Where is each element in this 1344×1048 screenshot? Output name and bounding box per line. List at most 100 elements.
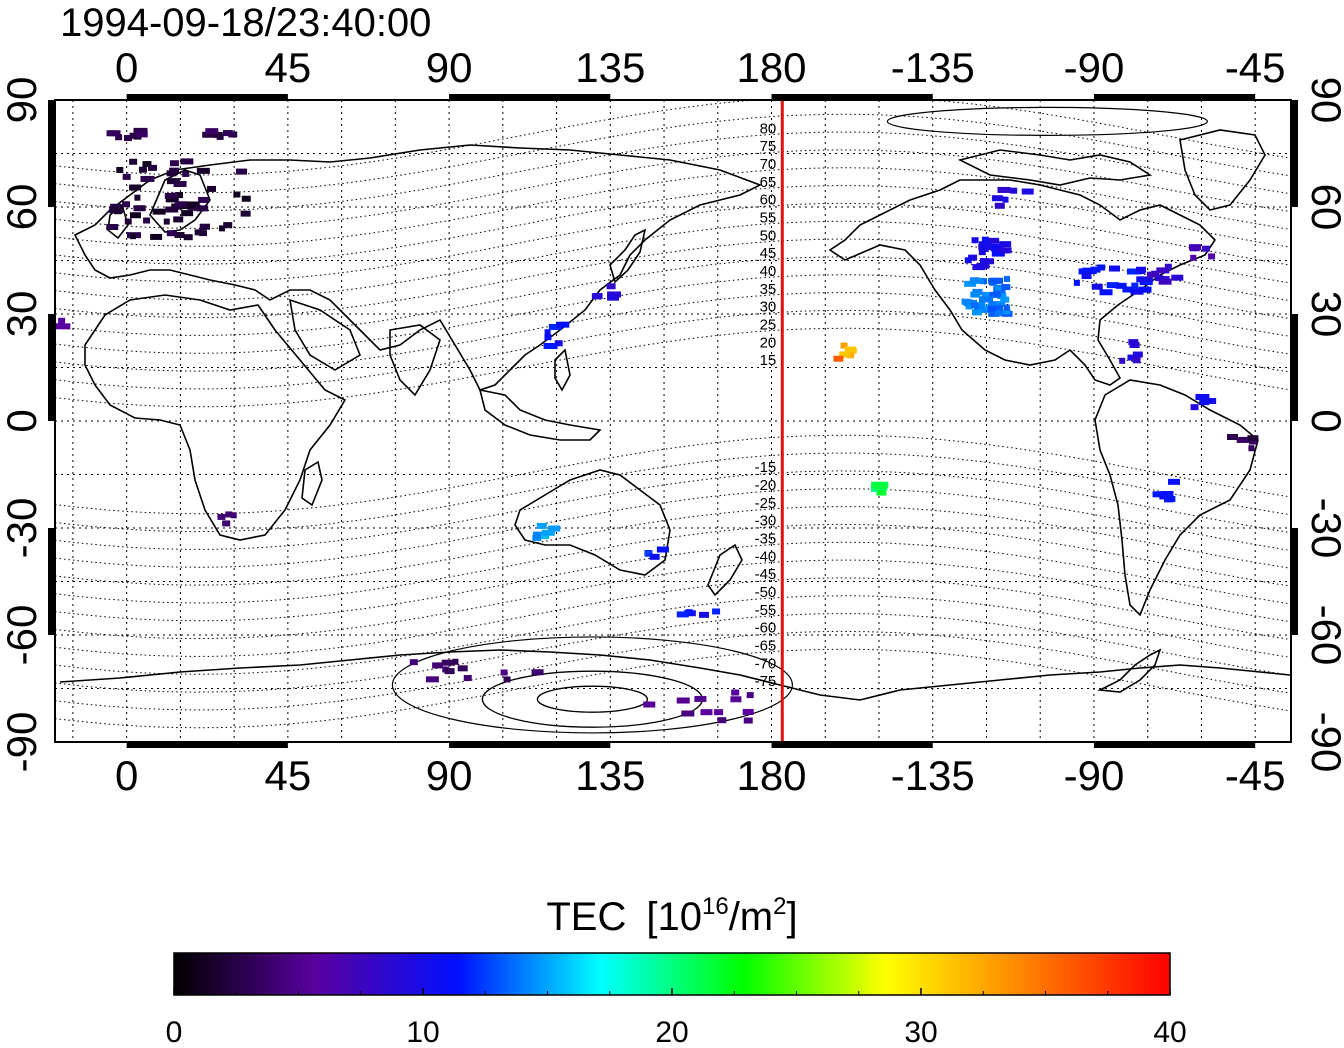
tec-observation	[606, 283, 616, 290]
tec-observation	[698, 611, 709, 618]
tec-observation	[409, 659, 418, 666]
tec-observation	[425, 676, 439, 683]
tec-observation	[988, 310, 1000, 317]
tec-observation	[106, 223, 119, 230]
tec-observation	[839, 351, 851, 358]
tec-observation	[681, 710, 695, 717]
tec-observation	[233, 191, 241, 198]
tec-observation	[175, 192, 184, 199]
tec-observation	[106, 130, 121, 137]
tec-observation	[643, 701, 656, 708]
tec-observation	[444, 668, 455, 675]
tec-observation	[196, 205, 209, 212]
tec-observation	[714, 709, 724, 716]
tec-observation	[1152, 491, 1166, 498]
tec-observation	[206, 185, 216, 192]
lon-tick-label-top: 135	[575, 44, 645, 91]
tec-observation	[169, 160, 179, 167]
tec-observation	[150, 233, 163, 240]
tec-observation	[463, 674, 472, 681]
contour-label: 60	[760, 192, 777, 209]
coastline-australia	[514, 469, 671, 576]
tec-observation	[844, 346, 856, 353]
tec-observation	[532, 531, 542, 538]
tec-observation	[457, 665, 468, 672]
tec-observation	[544, 334, 552, 341]
tec-observation	[694, 695, 707, 702]
coastline-madagascar	[301, 460, 323, 507]
tec-observation	[712, 608, 721, 615]
tec-observation	[1073, 279, 1080, 286]
lon-tick-label-bottom: 135	[575, 752, 645, 799]
tec-observation	[124, 218, 132, 225]
tec-observation	[997, 186, 1011, 193]
colorbar-tick-label: 30	[904, 1016, 937, 1048]
tec-observation	[164, 192, 173, 199]
lat-tick-label-left: -60	[0, 605, 45, 666]
lat-tick-label-left: 90	[0, 77, 45, 124]
tec-observation	[1090, 266, 1101, 273]
lon-tick-label-bottom: 90	[426, 752, 473, 799]
tec-observation	[989, 305, 1003, 312]
tec-observation	[182, 170, 190, 177]
tec-observation	[163, 218, 170, 225]
tec-observation	[592, 293, 603, 300]
frame-scale-bar-right	[1291, 528, 1298, 635]
contour-label: -65	[755, 638, 777, 655]
tec-observation	[222, 520, 231, 527]
tec-observation	[1248, 445, 1255, 452]
lat-tick-label-left: -90	[0, 712, 45, 773]
tec-observation	[55, 323, 65, 330]
tec-observation	[731, 689, 740, 696]
tec-observation	[972, 309, 983, 316]
tec-observation	[1199, 399, 1210, 406]
coastline-africa	[84, 294, 347, 541]
tec-observation	[138, 166, 147, 173]
colorbar-ticks: 0 10 20 30 40	[166, 988, 1187, 1048]
tec-observation	[556, 321, 570, 328]
magnetic-latitude-contours	[55, 100, 1291, 734]
colorbar: TEC [1016/m2] 0 10 20 30 40	[166, 893, 1187, 1048]
coastline-north-america	[828, 179, 1217, 386]
lon-tick-label-top: -45	[1225, 44, 1286, 91]
tec-observation	[989, 291, 1002, 298]
contour-label: 45	[760, 245, 777, 262]
tec-observation	[222, 130, 233, 137]
tec-observation	[1247, 435, 1259, 442]
tec-observation	[871, 481, 884, 488]
magnetic-pole-contour-north	[886, 106, 1208, 137]
tec-observation	[656, 546, 669, 553]
contour-label: -50	[755, 584, 777, 601]
coastline-philippines	[554, 348, 571, 392]
tec-observation	[1138, 286, 1152, 293]
tec-observation	[1002, 196, 1009, 203]
tec-observation	[1003, 304, 1010, 311]
tec-observation	[979, 258, 989, 265]
coastline-southeast-asia	[478, 388, 602, 441]
tec-observation	[990, 244, 1000, 251]
frame-scale-bar-bottom	[126, 741, 288, 748]
tec-observation	[995, 310, 1004, 317]
tec-observation	[129, 212, 141, 219]
colorbar-tick-label: 0	[166, 1016, 183, 1048]
contour-label: -75	[755, 673, 777, 690]
tec-observation	[978, 296, 993, 303]
tec-observation	[1083, 272, 1091, 279]
tec-observation	[198, 196, 210, 203]
tec-observation	[1226, 433, 1238, 440]
contour-label: 75	[760, 138, 777, 155]
contour-label: 25	[760, 317, 777, 334]
tec-observation	[1189, 244, 1202, 251]
tec-observation-points	[55, 127, 1259, 724]
tec-observation	[971, 302, 980, 309]
lon-tick-label-bottom: -135	[891, 752, 975, 799]
contour-label: -55	[755, 602, 777, 619]
tec-observation	[122, 173, 131, 180]
world-map: 8075706560555045403530252015-15-20-25-30…	[0, 44, 1344, 799]
contour-label: -35	[755, 531, 777, 548]
tec-observation	[970, 291, 981, 298]
tec-observation	[115, 134, 123, 141]
coastline-arabia	[288, 298, 361, 371]
tec-observation	[236, 168, 248, 175]
